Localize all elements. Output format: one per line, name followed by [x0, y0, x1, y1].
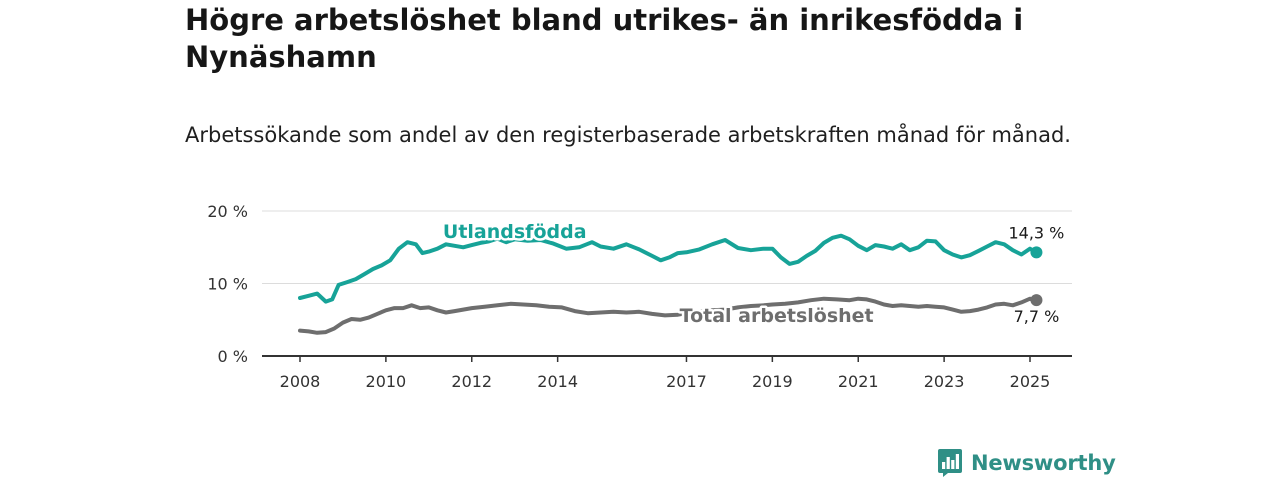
series-end-label: 14,3 %	[1008, 223, 1064, 242]
x-tick-label: 2025	[1010, 372, 1051, 391]
x-tick-label: 2014	[537, 372, 578, 391]
series-annotation: Total arbetslöshet	[680, 305, 874, 327]
newsworthy-logo-text: Newsworthy	[971, 451, 1116, 475]
newsworthy-logo-icon	[938, 449, 962, 477]
series-annotation: Utlandsfödda	[443, 221, 587, 243]
series-line	[298, 233, 1039, 304]
x-tick-label: 2021	[838, 372, 879, 391]
x-tick-label: 2023	[924, 372, 965, 391]
chart-title: Högre arbetslöshet bland utrikes- än inr…	[185, 3, 1024, 74]
y-tick-label: 10 %	[207, 275, 248, 294]
y-tick-label: 20 %	[207, 202, 248, 221]
x-tick-label: 2019	[752, 372, 793, 391]
x-tick-label: 2010	[366, 372, 407, 391]
x-tick-label: 2012	[451, 372, 492, 391]
y-tick-label: 0 %	[218, 347, 248, 366]
newsworthy-logo: Newsworthy	[937, 448, 1116, 478]
series-end-point	[1030, 294, 1043, 307]
x-tick-label: 2008	[280, 372, 321, 391]
x-tick-label: 2017	[666, 372, 707, 391]
chart-subtitle: Arbetssökande som andel av den registerb…	[185, 123, 1071, 147]
series-end-point	[1030, 246, 1043, 259]
series-line	[298, 296, 1039, 335]
series-end-label: 7,7 %	[1014, 307, 1060, 326]
